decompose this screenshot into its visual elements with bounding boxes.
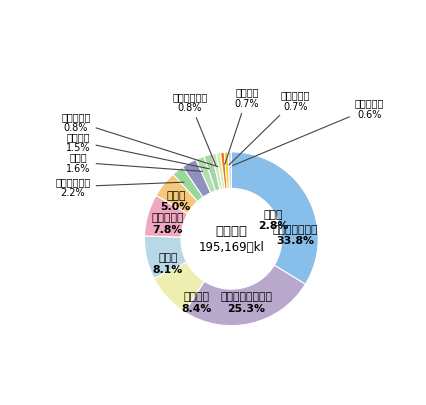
Text: カタール
8.4%: カタール 8.4% bbox=[181, 292, 212, 313]
Text: イラン
5.0%: イラン 5.0% bbox=[161, 190, 191, 212]
Wedge shape bbox=[228, 153, 231, 189]
Wedge shape bbox=[196, 157, 216, 193]
Text: サウジアラビア
33.8%: サウジアラビア 33.8% bbox=[272, 224, 317, 245]
Wedge shape bbox=[183, 160, 211, 198]
Text: インドネシア
2.2%: インドネシア 2.2% bbox=[55, 177, 184, 198]
Wedge shape bbox=[144, 196, 188, 238]
Wedge shape bbox=[231, 153, 318, 285]
Text: メキシコ
1.5%: メキシコ 1.5% bbox=[66, 131, 209, 169]
Wedge shape bbox=[224, 153, 230, 189]
Text: その他
2.8%: その他 2.8% bbox=[258, 209, 288, 231]
Wedge shape bbox=[173, 168, 203, 202]
Text: マレーシア
0.6%: マレーシア 0.6% bbox=[233, 98, 384, 166]
Wedge shape bbox=[216, 153, 225, 190]
Text: 総輸入量: 総輸入量 bbox=[216, 225, 248, 238]
Wedge shape bbox=[212, 154, 222, 190]
Wedge shape bbox=[154, 262, 204, 312]
Wedge shape bbox=[221, 153, 227, 189]
Text: アラブ首長国連邦
25.3%: アラブ首長国連邦 25.3% bbox=[220, 292, 272, 313]
Wedge shape bbox=[156, 175, 198, 214]
Wedge shape bbox=[184, 266, 305, 326]
Text: エクアドル
0.7%: エクアドル 0.7% bbox=[229, 90, 310, 166]
Text: ベトナム
0.7%: ベトナム 0.7% bbox=[225, 87, 259, 165]
Text: カザフスタン
0.8%: カザフスタン 0.8% bbox=[172, 92, 216, 166]
Wedge shape bbox=[144, 237, 187, 279]
Text: イラク
1.6%: イラク 1.6% bbox=[66, 152, 202, 174]
Text: 195,169千kl: 195,169千kl bbox=[199, 241, 264, 254]
Wedge shape bbox=[204, 155, 220, 192]
Text: クウェート
7.8%: クウェート 7.8% bbox=[152, 213, 184, 234]
Text: コロンビア
0.8%: コロンビア 0.8% bbox=[61, 111, 218, 167]
Text: ロシア
8.1%: ロシア 8.1% bbox=[153, 253, 183, 274]
